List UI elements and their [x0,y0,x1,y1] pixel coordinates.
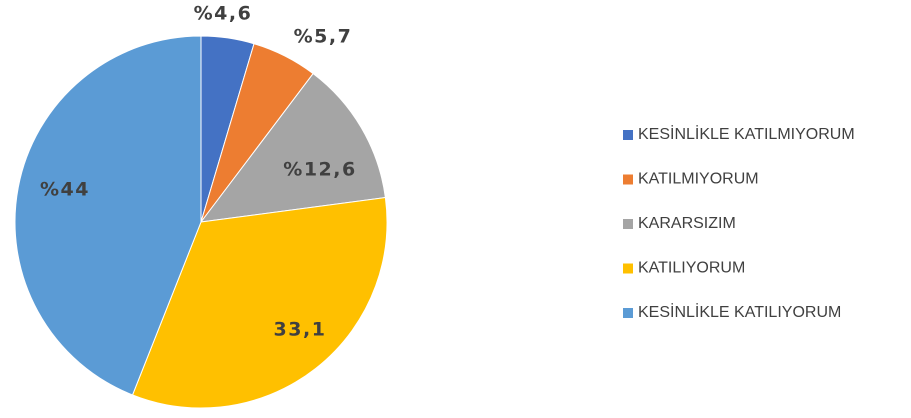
data-label: 33,1 [274,319,327,341]
pie-slice [199,72,386,223]
legend-label: KATILIYORUM [638,260,745,277]
data-label: %12,6 [283,159,356,181]
legend-swatch [623,174,633,185]
legend-swatch [623,263,633,274]
legend-swatch [623,130,633,140]
data-label: %5,7 [294,26,353,48]
legend-label: KATILMIYORUM [638,171,759,188]
pie-slice [131,196,388,409]
legend-label: KESİNLİKLE KATILMIYORUM [638,124,855,143]
data-label: %44 [40,179,90,201]
legend-swatch [623,308,633,318]
legend-swatch [623,219,633,229]
legend-label: KESİNLİKLE KATILIYORUM [638,302,841,321]
data-label: %4,6 [194,3,253,25]
legend-label: KARARSIZIM [638,215,736,232]
pie-slice [14,35,202,396]
